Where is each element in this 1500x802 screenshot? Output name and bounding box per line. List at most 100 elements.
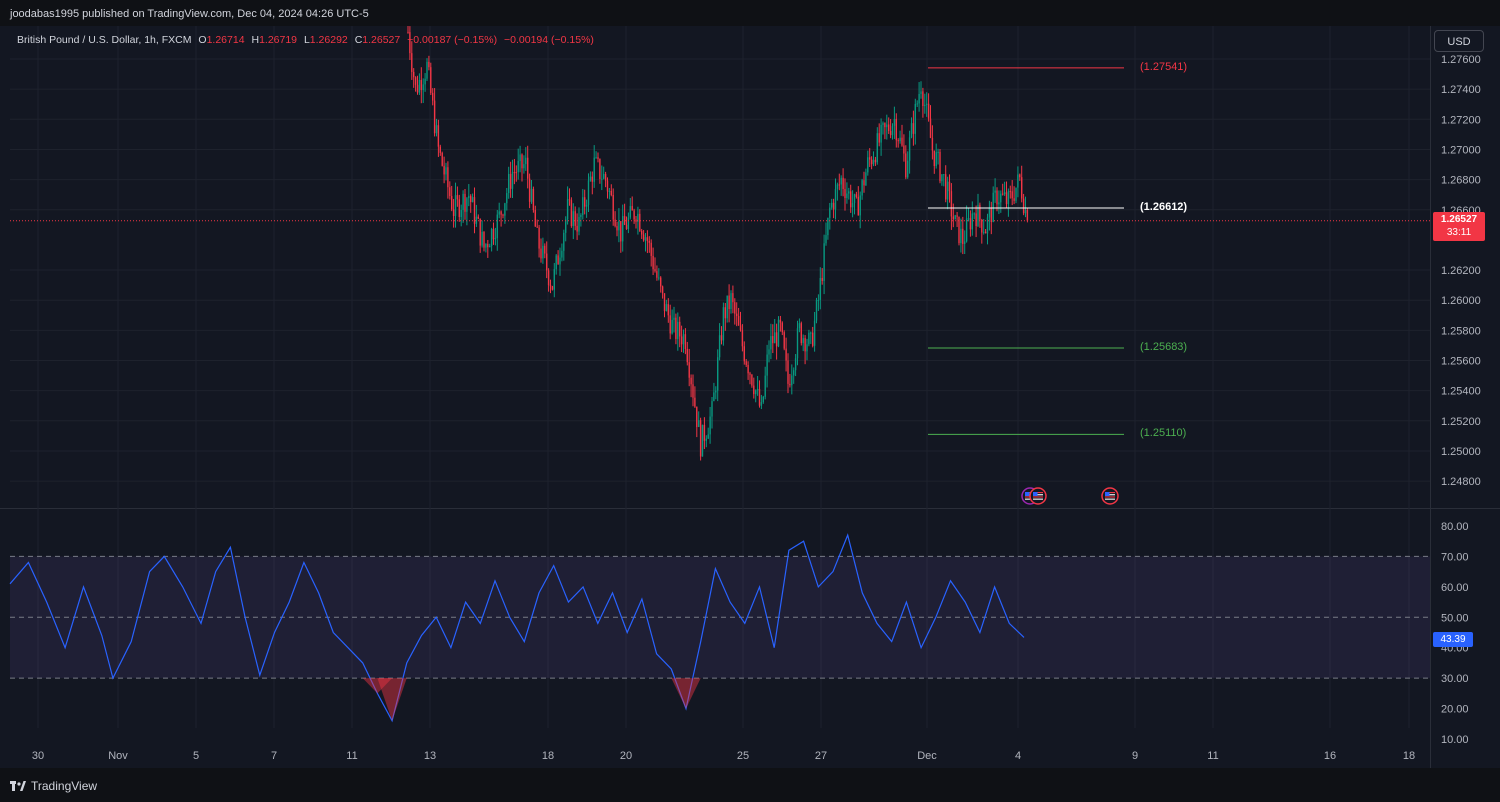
events[interactable] — [1021, 487, 1119, 505]
currency-button[interactable]: USD — [1434, 30, 1484, 52]
candle — [694, 386, 696, 408]
candle — [547, 268, 550, 292]
candle — [665, 299, 668, 312]
candle — [964, 230, 966, 255]
candle — [612, 188, 614, 226]
open-key: O — [198, 34, 207, 46]
candle — [941, 174, 943, 186]
candle — [688, 348, 690, 387]
candle — [821, 268, 823, 285]
high-value: 1.26719 — [259, 34, 298, 46]
time-tick-label: 9 — [1132, 750, 1138, 762]
candle — [777, 316, 780, 348]
candle — [965, 205, 968, 243]
candle — [538, 224, 540, 258]
candle — [922, 87, 924, 118]
candle — [682, 329, 685, 353]
candle — [698, 411, 700, 428]
candle — [910, 117, 913, 139]
candle — [946, 176, 949, 210]
candle — [483, 231, 485, 252]
candle — [452, 198, 455, 228]
candle — [1019, 173, 1021, 181]
candle — [861, 178, 863, 200]
candle — [743, 341, 745, 365]
candle — [880, 118, 882, 156]
candle — [838, 173, 840, 191]
levels — [10, 67, 1430, 435]
candle — [766, 344, 768, 388]
candle — [935, 143, 937, 169]
time-tick-label: 20 — [620, 750, 632, 762]
candle — [413, 68, 415, 88]
us-flag-event-icon[interactable] — [1101, 487, 1119, 505]
candle — [572, 203, 574, 240]
candle — [692, 374, 694, 407]
candle — [481, 220, 483, 248]
candle — [796, 320, 799, 366]
candle — [722, 302, 725, 346]
price-tick-label: 1.25600 — [1441, 356, 1481, 368]
candle — [889, 119, 892, 139]
level-label-pivot: (1.26612) — [1140, 200, 1188, 213]
chart-area[interactable]: 1.276001.274001.272001.270001.268001.266… — [0, 26, 1500, 768]
candle — [829, 202, 831, 230]
candle — [1015, 187, 1017, 204]
candle — [772, 324, 774, 354]
candle — [783, 330, 785, 351]
candle — [433, 88, 436, 137]
candle — [891, 123, 894, 140]
candle — [479, 218, 481, 253]
candle — [606, 177, 609, 199]
candle — [1026, 207, 1029, 223]
price-tick-label: 1.26000 — [1441, 295, 1481, 307]
candle — [599, 158, 601, 184]
candle — [585, 199, 588, 218]
candle — [629, 197, 631, 220]
candle — [528, 173, 531, 209]
candle — [565, 216, 567, 242]
candle — [654, 257, 656, 273]
candle — [745, 358, 747, 367]
candle — [506, 187, 508, 211]
candle — [500, 210, 502, 227]
candle — [884, 122, 886, 140]
candle — [546, 241, 548, 279]
candle — [793, 367, 795, 384]
candle — [566, 186, 569, 225]
candle — [553, 262, 555, 298]
time-tick-label: 13 — [424, 750, 436, 762]
brand[interactable]: TradingView — [10, 779, 97, 793]
candle — [449, 181, 451, 200]
us-flag-event-icon[interactable] — [1029, 487, 1047, 505]
candle — [736, 302, 738, 327]
level-label-resistance: (1.27541) — [1140, 60, 1188, 73]
time-tick-label: 11 — [346, 750, 357, 762]
candle — [851, 190, 854, 218]
candle — [669, 304, 671, 340]
candle — [578, 207, 580, 236]
candle — [1000, 190, 1002, 213]
open-value: 1.26714 — [206, 34, 245, 46]
candle — [984, 229, 987, 234]
candle — [916, 100, 918, 107]
candle — [869, 148, 871, 167]
candle — [411, 41, 413, 80]
time-tick-label: 11 — [1207, 750, 1218, 762]
candle — [975, 205, 977, 238]
candle — [656, 265, 658, 281]
candle — [648, 236, 650, 253]
candle — [489, 243, 491, 248]
candle — [981, 218, 983, 244]
candle — [741, 324, 744, 352]
candle — [660, 276, 662, 293]
candle — [990, 201, 992, 235]
candle — [1024, 196, 1027, 218]
rsi-tick-label: 20.00 — [1441, 704, 1469, 716]
time-tick-label: 5 — [193, 750, 199, 762]
candle — [519, 145, 521, 173]
candle — [671, 309, 673, 335]
candle — [646, 230, 649, 254]
time-tick-label: 16 — [1324, 750, 1336, 762]
candle — [945, 165, 947, 203]
